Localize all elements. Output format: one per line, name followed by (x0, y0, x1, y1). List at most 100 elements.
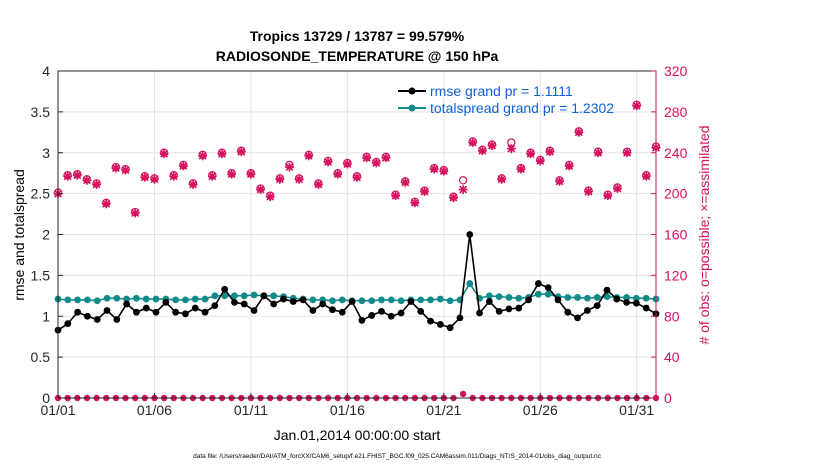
spread-marker (515, 294, 523, 302)
spread-marker (387, 296, 395, 304)
spread-marker (632, 294, 640, 302)
rmse-marker (613, 295, 621, 303)
spread-marker (544, 290, 552, 298)
obs-assimilated-marker (140, 172, 150, 182)
obs-assimilated-marker (256, 185, 265, 194)
rmse-marker (397, 309, 405, 317)
obs-assimilated-marker (150, 174, 159, 184)
spread-marker (466, 280, 474, 287)
obs-assimilated-marker (420, 187, 429, 196)
rmse-marker (407, 298, 415, 305)
spread-marker (593, 294, 601, 301)
obs-assimilated-marker (121, 165, 130, 175)
obs-assimilated-marker (130, 208, 140, 218)
y-axis-right: 0 40 80 120 160 200 240 280 320 (651, 63, 688, 406)
rmse-marker (583, 307, 591, 314)
y-left-tick-label: 0 (42, 390, 50, 406)
x-tick-label: 01/16 (330, 402, 365, 418)
spread-marker (123, 295, 131, 303)
spread-marker (64, 296, 72, 304)
obs-assimilated-marker (169, 171, 179, 181)
rmse-marker (515, 304, 523, 312)
spread-marker (231, 292, 238, 300)
rmse-marker (103, 307, 111, 314)
spread-marker (103, 294, 111, 302)
obs-assimilated-marker (285, 162, 294, 172)
y-right-tick-label: 320 (664, 63, 688, 79)
obs-assimilated-marker (111, 163, 121, 173)
obs-assimilated-marker (323, 157, 333, 167)
spread-marker (564, 294, 572, 301)
obs-assimilated-marker (449, 193, 458, 203)
obs-assimilated-marker (613, 184, 622, 193)
x-tick-label: 01/06 (137, 402, 172, 418)
obs-assimilated-marker (265, 192, 275, 202)
rmse-marker (142, 304, 150, 312)
obs-assimilated-marker (63, 171, 73, 181)
rmse-marker (623, 298, 630, 306)
obs-assimilated-marker (391, 191, 400, 201)
spread-marker (534, 290, 542, 298)
obs-assimilated-marker (275, 174, 285, 184)
legend-rmse-label: rmse grand pr = 1.1111 (430, 83, 573, 99)
spread-marker (250, 291, 258, 299)
rmse-marker (64, 320, 72, 328)
obs-assimilated-marker (352, 172, 362, 182)
y-right-tick-label: 120 (664, 267, 688, 283)
spread-marker (182, 296, 189, 304)
chart-title-line1: Tropics 13729 / 13787 = 99.579% (250, 28, 465, 44)
obs-assimilated-marker (593, 148, 603, 158)
rmse-marker (270, 300, 278, 308)
series-layer (53, 100, 661, 402)
rmse-marker (250, 307, 258, 314)
y-right-tick-label: 80 (664, 308, 680, 324)
rmse-marker (632, 299, 640, 307)
rmse-marker (358, 316, 366, 324)
rmse-marker (231, 298, 238, 306)
rmse-marker (319, 300, 327, 308)
rmse-marker (368, 312, 376, 319)
obs-assimilated-marker (497, 174, 507, 184)
rmse-marker (554, 296, 562, 304)
spread-marker (495, 293, 503, 301)
x-tick-label: 01/11 (234, 402, 268, 418)
obs-assimilated-marker (468, 138, 478, 147)
y-left-tick-label: 4 (42, 63, 50, 79)
rmse-marker (603, 286, 611, 294)
rmse-marker (329, 306, 336, 314)
rmse-marker (427, 317, 434, 325)
obs-assimilated-marker (564, 161, 574, 171)
obs-assimilated-marker (342, 159, 352, 169)
spread-marker (191, 295, 199, 303)
y-axis-left: 0 0.5 1 1.5 2 2.5 3 3.5 4 (31, 63, 63, 406)
rmse-marker (476, 309, 483, 317)
legend: rmse grand pr = 1.1111 totalspread grand… (398, 83, 614, 116)
obs-unassimilated-marker (459, 390, 467, 398)
rmse-marker (525, 296, 532, 304)
spread-marker (221, 292, 229, 300)
rmse-marker (182, 310, 189, 318)
spread-marker (427, 296, 434, 304)
rmse-marker (338, 308, 346, 316)
obs-assimilated-marker (371, 158, 381, 168)
rmse-marker (309, 307, 317, 314)
rmse-marker (544, 284, 552, 292)
obs-assimilated-marker (82, 175, 92, 185)
spread-marker (358, 297, 366, 305)
y-left-tick-label: 1.5 (31, 267, 51, 283)
obs-assimilated-marker (362, 153, 372, 163)
rmse-marker (113, 316, 121, 323)
obs-assimilated-marker (584, 187, 593, 196)
obs-assimilated-marker (92, 180, 101, 189)
obs-assimilated-marker (632, 101, 642, 111)
rmse-marker (564, 308, 572, 316)
rmse-marker (505, 305, 513, 313)
rmse-marker (260, 292, 268, 300)
obs-assimilated-marker (101, 199, 111, 209)
x-axis: 01/01 01/06 01/11 01/16 01/21 01/26 01/31 (40, 393, 654, 418)
x-tick-label: 01/26 (523, 402, 558, 418)
obs-assimilated-marker (159, 149, 169, 159)
y-right-tick-label: 0 (664, 390, 672, 406)
rmse-marker (534, 280, 542, 287)
obs-assimilated-marker (535, 156, 545, 166)
